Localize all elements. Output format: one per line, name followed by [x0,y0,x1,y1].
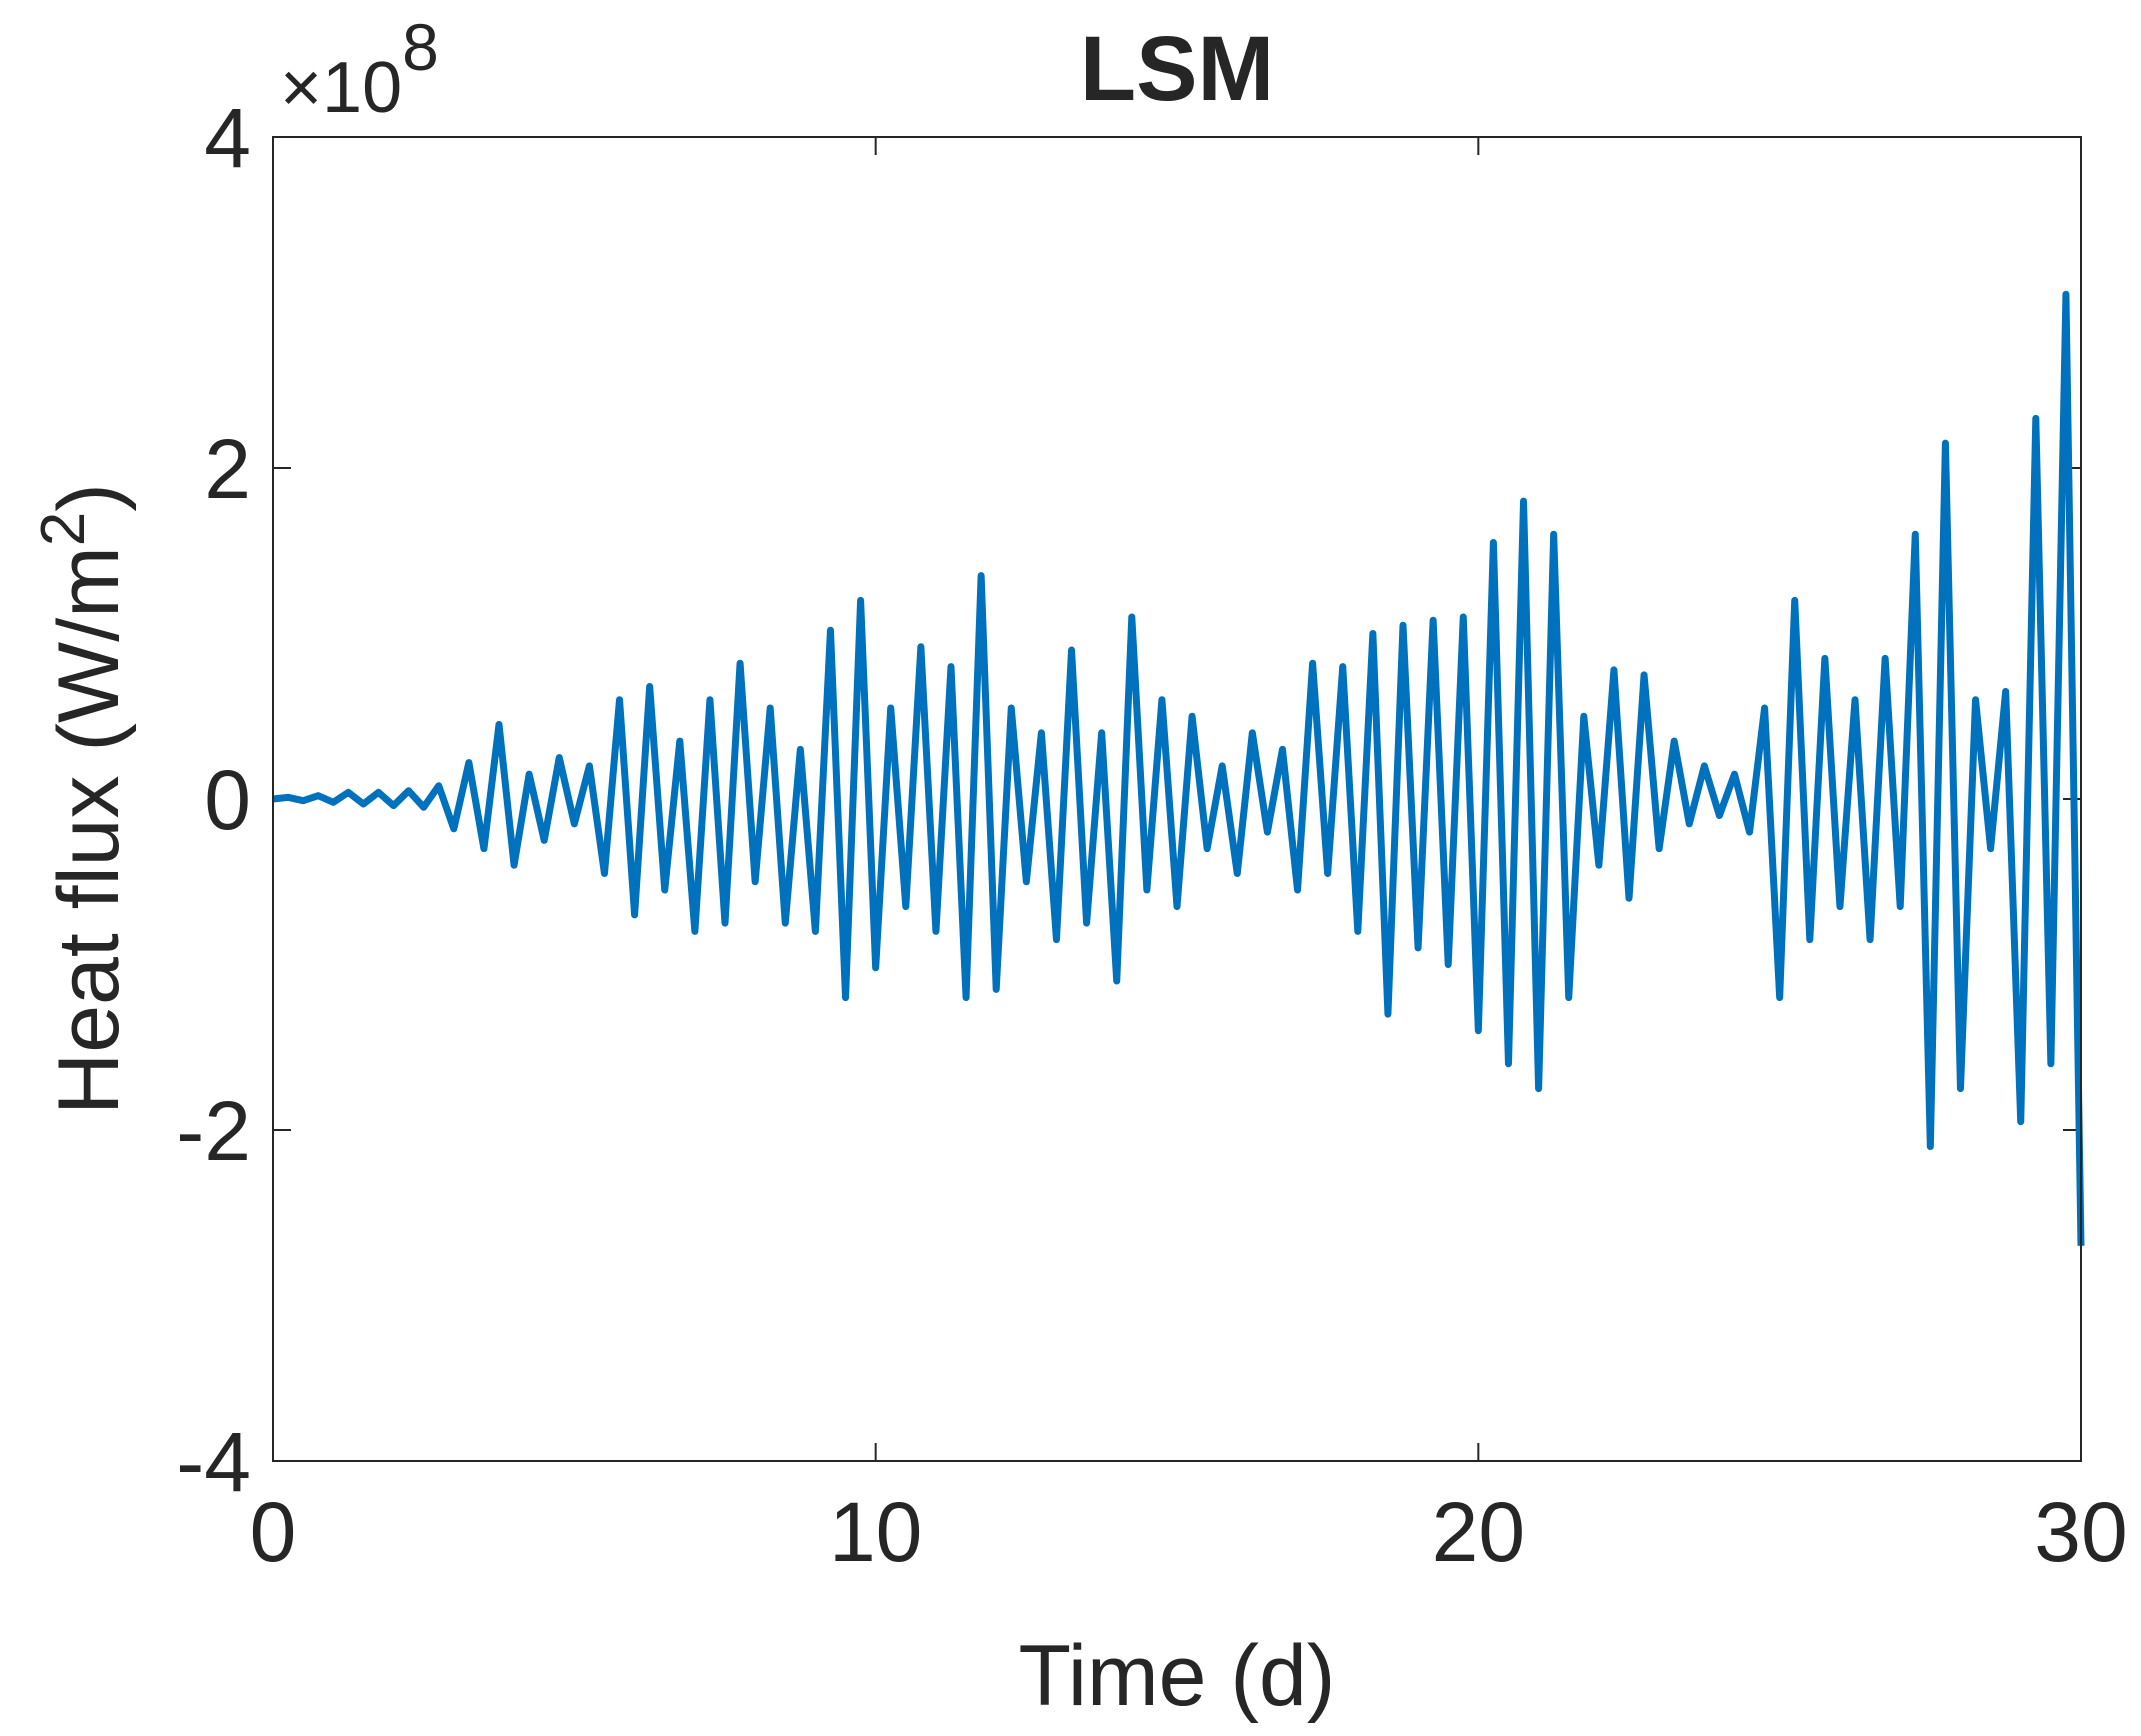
y-multiplier: ×108 [280,10,439,128]
data-line [272,290,2085,1246]
y-axis-label-superscript: 2 [29,512,98,546]
y-multiplier-base: ×10 [280,48,402,128]
y-tick-label: 2 [204,422,251,516]
x-tick-label: 20 [1432,1485,1525,1579]
y-tick-label: 0 [204,753,251,847]
y-axis-label-end: ) [41,483,137,512]
y-tick-label: -2 [176,1084,251,1178]
plot-frame [272,136,2082,1462]
y-multiplier-exponent: 8 [402,10,439,84]
x-tick-label: 0 [250,1485,297,1579]
y-tick-label: -4 [176,1415,251,1509]
chart-title: LSM [1080,18,1274,120]
x-tick-label: 30 [2034,1485,2127,1579]
y-axis-label-text: Heat flux (W/m [41,546,137,1115]
x-tick-label: 10 [829,1485,922,1579]
y-tick-label: 4 [204,91,251,185]
x-axis-label: Time (d) [1019,1628,1336,1724]
y-axis-label: Heat flux (W/m2) [29,483,137,1115]
